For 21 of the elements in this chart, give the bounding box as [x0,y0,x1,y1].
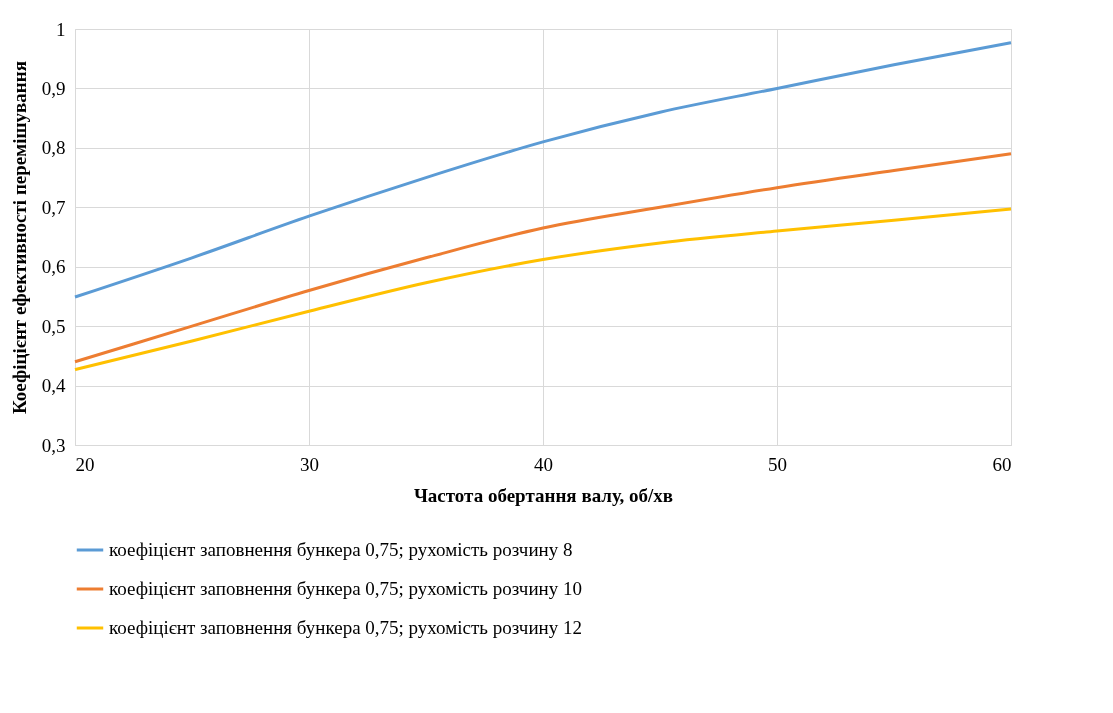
y-tick-label: 0,6 [41,256,66,278]
legend-label: коефіцієнт заповнення бункера 0,75; рухомість розчину 10 [109,578,582,599]
line-series [73,152,1013,364]
y-tick-label: 0,3 [41,434,66,456]
x-tick-label: 50 [768,453,787,475]
y-tick-label: 0,8 [41,137,66,159]
x-axis-title: Частота обертання валу, об/хв [413,484,674,506]
line-series [73,41,1013,299]
y-tick-label: 0,9 [41,77,66,99]
y-tick-label: 1 [56,18,66,40]
y-axis-title: Коефіцієнт ефективності перемішування [8,61,30,414]
y-tick-label: 0,5 [41,315,66,337]
x-tick-label: 30 [300,453,319,475]
x-tick-label: 20 [75,453,95,475]
y-tick-label: 0,4 [41,375,66,397]
x-tick-label: 40 [534,453,553,475]
x-tick-label: 60 [992,453,1012,475]
line-series [73,207,1013,372]
legend-label: коефіцієнт заповнення бункера 0,75; рухомість розчину 12 [109,617,582,638]
y-tick-label: 0,7 [41,196,66,218]
legend-label: коефіцієнт заповнення бункера 0,75; рухомість розчину 8 [109,539,573,560]
